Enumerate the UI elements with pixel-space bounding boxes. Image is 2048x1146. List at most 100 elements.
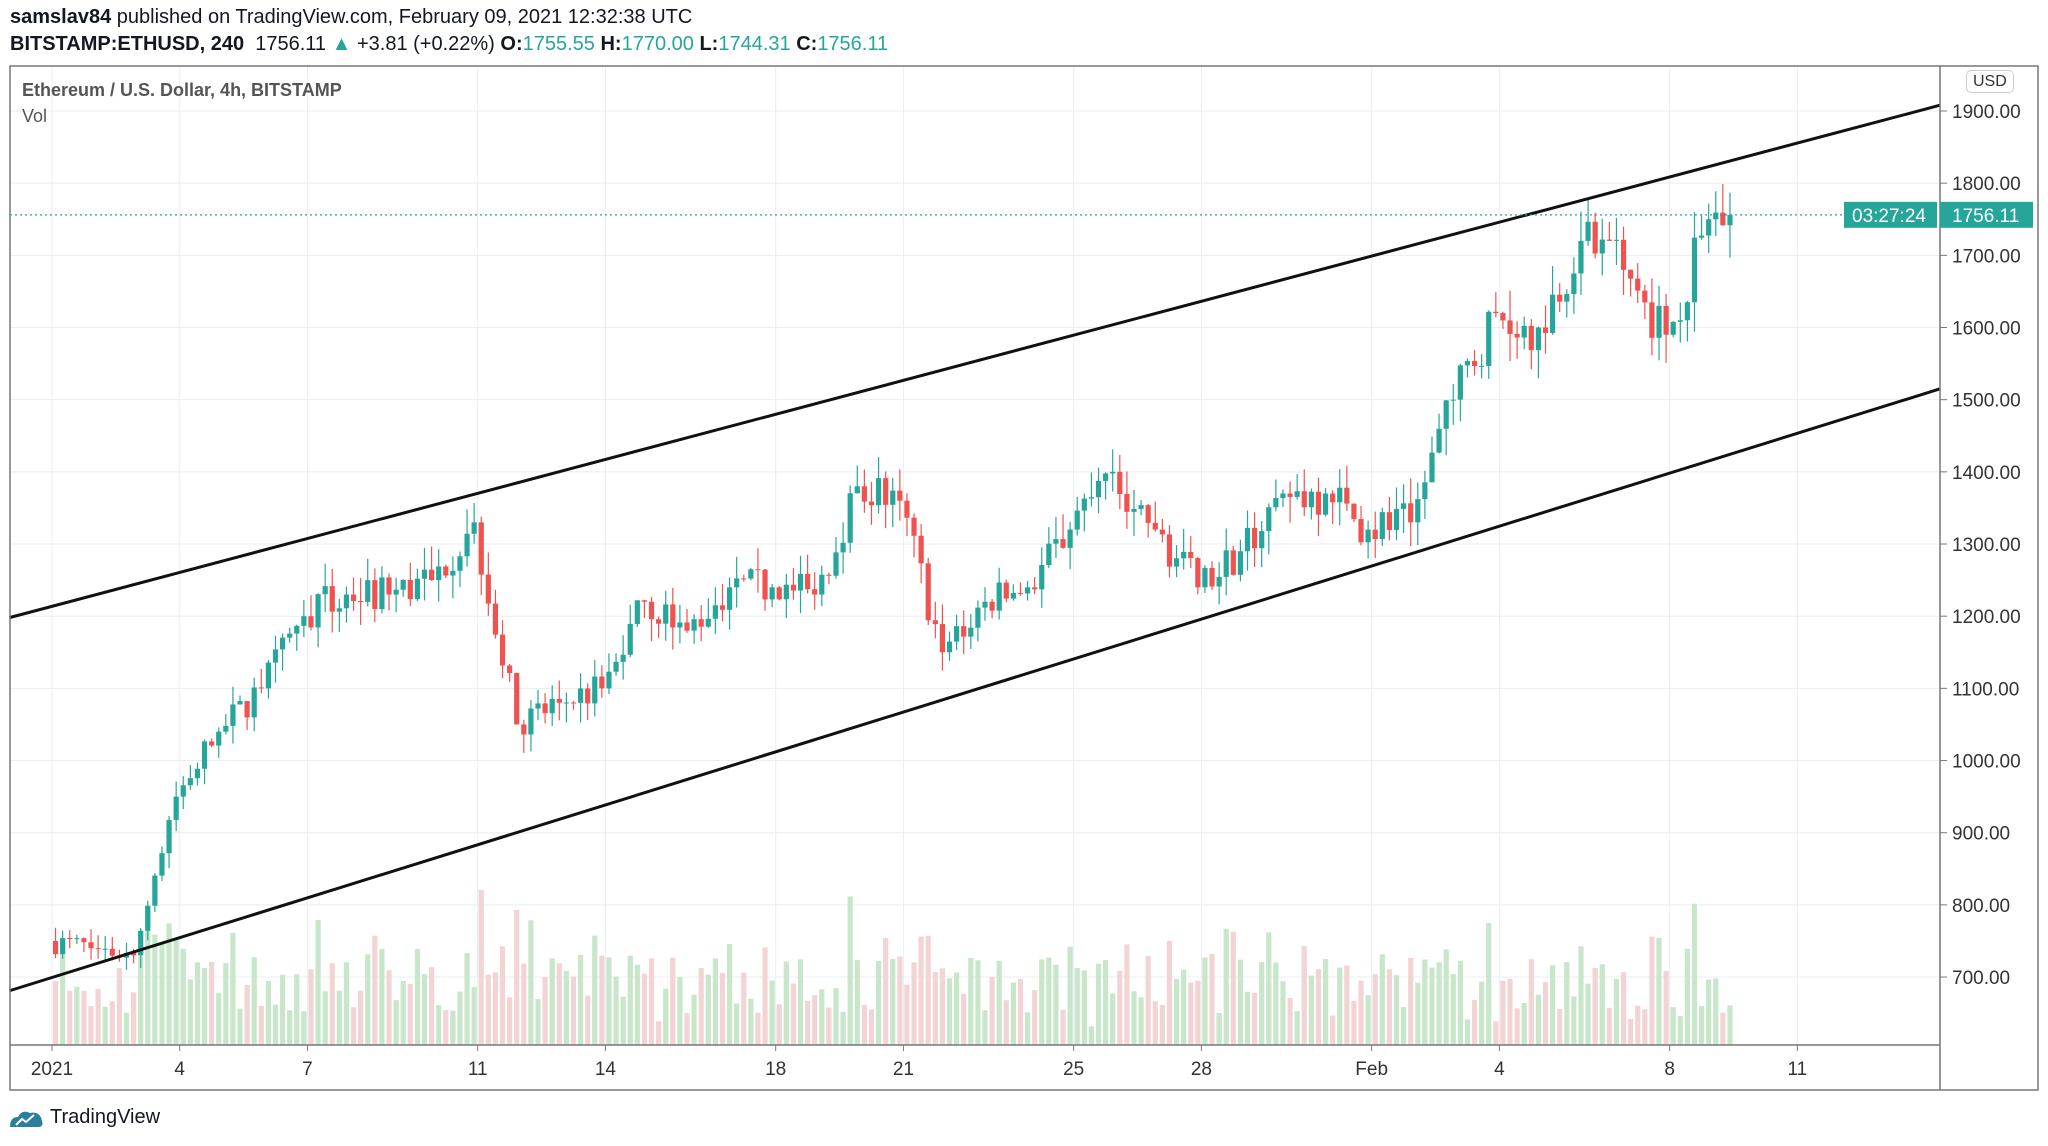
candle-body: [634, 600, 640, 624]
candle-body: [1642, 290, 1648, 303]
candle-body: [1173, 558, 1180, 567]
currency-button[interactable]: USD: [1966, 70, 2014, 93]
volume-bar: [805, 1000, 811, 1045]
candle-body: [1557, 294, 1563, 302]
y-tick-label: 1100.00: [1952, 679, 2019, 700]
candle-body: [322, 586, 328, 595]
volume-legend[interactable]: Vol: [22, 106, 48, 126]
volume-bar: [1223, 928, 1229, 1045]
up-arrow-icon: ▲: [331, 33, 352, 55]
channel-line-upper[interactable]: [9, 103, 1941, 620]
volume-bar: [1173, 978, 1180, 1045]
candle-body: [932, 620, 938, 625]
candle-body: [159, 853, 165, 876]
volume-bar: [1571, 996, 1577, 1045]
y-tick-label: 1400.00: [1952, 463, 2021, 484]
volume-bar: [329, 963, 335, 1045]
volume-bar: [1358, 980, 1364, 1045]
volume-bar: [1024, 1012, 1031, 1045]
x-tick-label: 11: [468, 1059, 488, 1080]
candle-body: [1195, 558, 1201, 588]
volume-bar: [1656, 938, 1662, 1045]
candle-body: [883, 478, 889, 505]
volume-bar: [1046, 957, 1052, 1045]
candle-body: [783, 584, 789, 600]
volume-bar: [1670, 1007, 1676, 1045]
volume-bar: [1074, 968, 1080, 1045]
volume-bar: [1507, 978, 1513, 1045]
volume-bar: [1606, 1007, 1612, 1045]
candle-body: [1649, 302, 1655, 338]
candle-body: [556, 698, 562, 703]
candle-body: [1010, 593, 1016, 599]
volume-bar: [1663, 970, 1669, 1045]
candle-body: [1486, 311, 1492, 366]
series-legend[interactable]: Ethereum / U.S. Dollar, 4h, BITSTAMP: [22, 80, 342, 100]
volume-bar: [102, 1006, 108, 1045]
candle-body: [1450, 399, 1456, 401]
volume-bar: [656, 1021, 662, 1045]
candle-body: [1209, 567, 1215, 587]
x-tick-label: 4: [174, 1059, 185, 1080]
candle-body: [457, 556, 463, 571]
channel-line-lower[interactable]: [8, 387, 1941, 993]
volume-bar: [1521, 1002, 1527, 1045]
candle-body: [897, 490, 903, 501]
candle-body: [996, 582, 1002, 611]
volume-bar: [1280, 981, 1286, 1045]
candle-body: [1181, 551, 1187, 559]
close-label: C:: [796, 33, 818, 55]
candle-body: [592, 676, 598, 704]
candle-body: [606, 671, 612, 689]
volume-bar: [1549, 965, 1556, 1045]
candle-body: [1365, 529, 1371, 543]
volume-bar: [1698, 1005, 1705, 1045]
volume-bar: [528, 920, 534, 1045]
candle-body: [485, 574, 491, 604]
tradingview-logo[interactable]: TradingView: [8, 1106, 160, 1129]
y-tick-label: 1200.00: [1952, 607, 2021, 628]
volume-bar: [521, 963, 527, 1045]
candle-body: [840, 542, 846, 553]
volume-bar: [719, 972, 726, 1045]
candle-body: [265, 662, 271, 689]
volume-bar: [769, 980, 775, 1045]
volume-bar: [237, 1008, 243, 1045]
volume-bar: [372, 935, 378, 1045]
volume-bar: [1443, 949, 1449, 1045]
volume-bar: [1259, 962, 1265, 1045]
countdown-label: 03:27:24: [1852, 206, 1926, 227]
volume-bar: [201, 967, 208, 1045]
candle-body: [797, 573, 804, 591]
candle-body: [663, 604, 669, 624]
candle-body: [1308, 491, 1314, 508]
volume-bar: [1060, 1009, 1066, 1045]
x-tick-label: 4: [1494, 1059, 1505, 1080]
candle-body: [400, 579, 406, 590]
volume-bars: [52, 889, 1733, 1045]
y-tick-label: 1900.00: [1952, 102, 2021, 123]
volume-bar: [1188, 982, 1194, 1045]
volume-bar: [223, 963, 229, 1045]
candle-body: [109, 948, 115, 956]
candle-body: [1294, 491, 1300, 497]
volume-bar: [918, 936, 924, 1045]
volume-bar: [145, 906, 151, 1045]
candle-body: [1379, 512, 1385, 540]
candle-body: [60, 938, 66, 955]
volume-bar: [890, 959, 896, 1045]
open-value: 1755.55: [522, 33, 595, 55]
candle-body: [1542, 327, 1549, 333]
candle-body: [1188, 551, 1194, 559]
trend-channel[interactable]: [8, 103, 1941, 993]
candle-body: [1400, 503, 1407, 509]
candle-body: [939, 624, 946, 653]
candle-body: [450, 570, 456, 576]
volume-bar: [414, 948, 420, 1045]
volume-bar: [1677, 1015, 1683, 1045]
volume-bar: [88, 1006, 94, 1045]
candle-body: [1032, 587, 1038, 590]
candle-body: [52, 940, 59, 955]
x-tick-label: 28: [1191, 1059, 1212, 1080]
